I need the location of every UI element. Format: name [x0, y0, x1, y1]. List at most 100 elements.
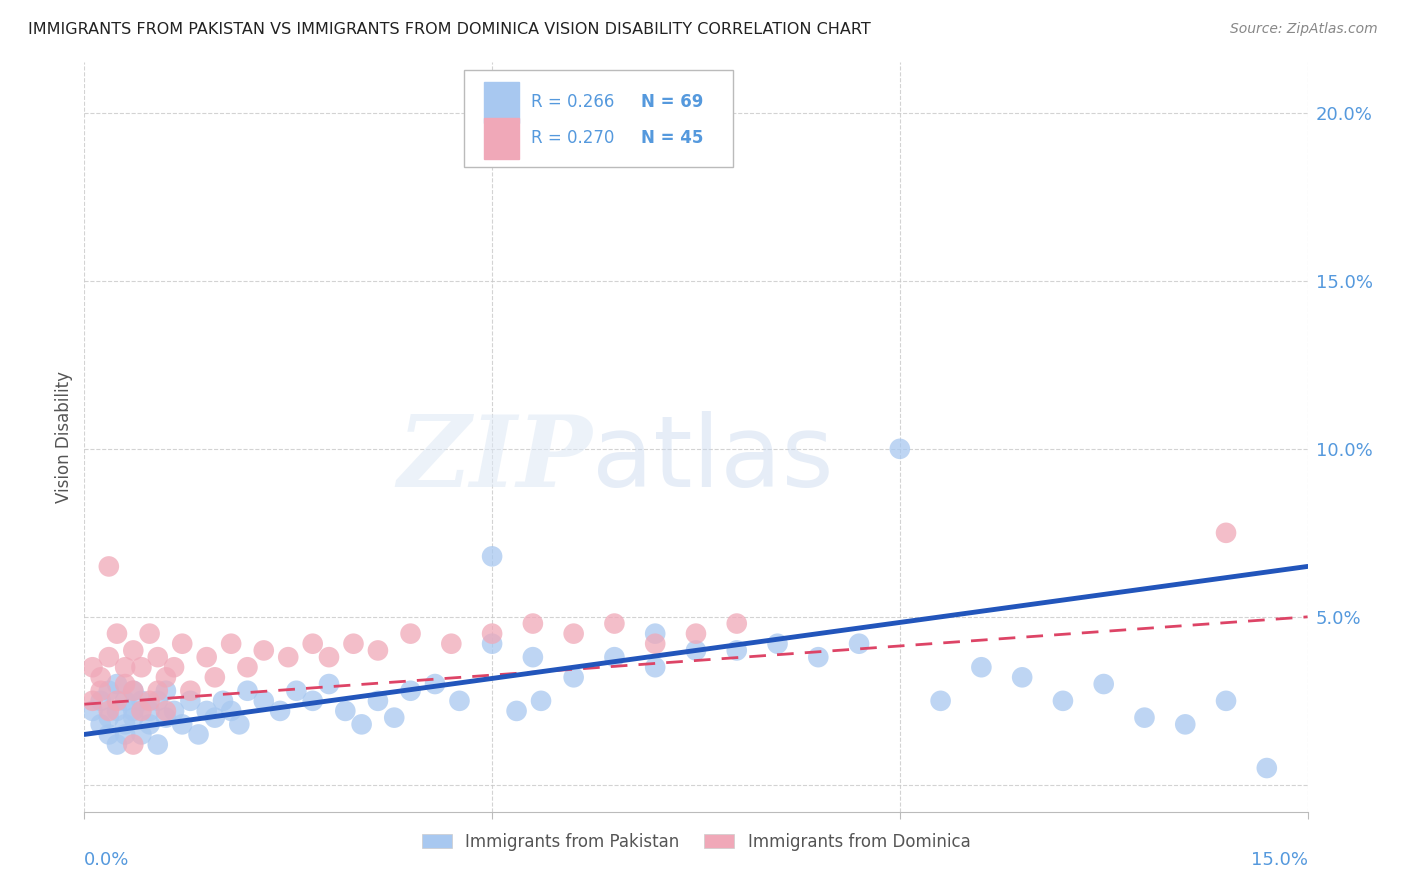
Point	[114, 717, 136, 731]
Text: N = 69: N = 69	[641, 94, 703, 112]
Point	[889, 442, 911, 456]
Point	[929, 694, 952, 708]
Point	[1092, 677, 1115, 691]
Point	[685, 626, 707, 640]
Point	[105, 738, 128, 752]
Point	[146, 683, 169, 698]
Point	[342, 637, 364, 651]
Point	[423, 677, 446, 691]
Point	[522, 616, 544, 631]
Point	[138, 694, 160, 708]
Point	[522, 650, 544, 665]
Point	[285, 683, 308, 698]
Point	[179, 694, 201, 708]
Point	[367, 694, 389, 708]
Point	[204, 711, 226, 725]
Point	[138, 704, 160, 718]
Point	[277, 650, 299, 665]
Point	[1215, 694, 1237, 708]
Point	[382, 711, 405, 725]
Point	[644, 637, 666, 651]
Point	[195, 650, 218, 665]
Point	[481, 626, 503, 640]
Point	[114, 727, 136, 741]
Point	[970, 660, 993, 674]
Point	[131, 704, 153, 718]
Text: atlas: atlas	[592, 411, 834, 508]
Point	[399, 683, 422, 698]
Point	[105, 626, 128, 640]
Point	[562, 670, 585, 684]
Point	[172, 717, 194, 731]
Point	[848, 637, 870, 651]
Point	[1133, 711, 1156, 725]
Point	[97, 683, 120, 698]
Point	[212, 694, 235, 708]
Point	[318, 677, 340, 691]
Point	[481, 637, 503, 651]
Point	[350, 717, 373, 731]
Point	[172, 637, 194, 651]
Point	[187, 727, 209, 741]
Text: ZIP: ZIP	[396, 411, 592, 508]
Text: Source: ZipAtlas.com: Source: ZipAtlas.com	[1230, 22, 1378, 37]
Point	[228, 717, 250, 731]
Text: 15.0%: 15.0%	[1250, 851, 1308, 869]
Point	[253, 694, 276, 708]
Point	[219, 704, 242, 718]
Point	[301, 637, 323, 651]
Point	[155, 704, 177, 718]
Point	[644, 626, 666, 640]
Text: N = 45: N = 45	[641, 129, 703, 147]
Point	[146, 694, 169, 708]
Point	[335, 704, 357, 718]
Point	[105, 677, 128, 691]
Point	[195, 704, 218, 718]
Point	[114, 660, 136, 674]
Point	[236, 660, 259, 674]
Point	[807, 650, 830, 665]
Point	[399, 626, 422, 640]
Point	[97, 559, 120, 574]
Point	[318, 650, 340, 665]
Point	[122, 738, 145, 752]
Point	[122, 683, 145, 698]
Point	[97, 727, 120, 741]
Point	[122, 683, 145, 698]
Point	[269, 704, 291, 718]
Point	[131, 694, 153, 708]
Point	[131, 660, 153, 674]
Point	[90, 683, 112, 698]
Point	[90, 717, 112, 731]
FancyBboxPatch shape	[484, 82, 519, 123]
Text: R = 0.270: R = 0.270	[531, 129, 614, 147]
Point	[146, 650, 169, 665]
Point	[82, 660, 104, 674]
Point	[725, 643, 748, 657]
Point	[122, 643, 145, 657]
Point	[131, 727, 153, 741]
Point	[114, 677, 136, 691]
Point	[155, 711, 177, 725]
Text: 0.0%: 0.0%	[84, 851, 129, 869]
Point	[1174, 717, 1197, 731]
Point	[163, 660, 186, 674]
Point	[603, 650, 626, 665]
Point	[481, 549, 503, 564]
FancyBboxPatch shape	[484, 118, 519, 159]
Point	[97, 711, 120, 725]
Point	[219, 637, 242, 651]
Point	[725, 616, 748, 631]
Point	[644, 660, 666, 674]
Point	[82, 694, 104, 708]
Point	[685, 643, 707, 657]
Point	[90, 670, 112, 684]
Legend: Immigrants from Pakistan, Immigrants from Dominica: Immigrants from Pakistan, Immigrants fro…	[415, 826, 977, 857]
Point	[155, 683, 177, 698]
Point	[204, 670, 226, 684]
Point	[1256, 761, 1278, 775]
FancyBboxPatch shape	[464, 70, 733, 168]
Point	[301, 694, 323, 708]
Point	[440, 637, 463, 651]
Point	[114, 694, 136, 708]
